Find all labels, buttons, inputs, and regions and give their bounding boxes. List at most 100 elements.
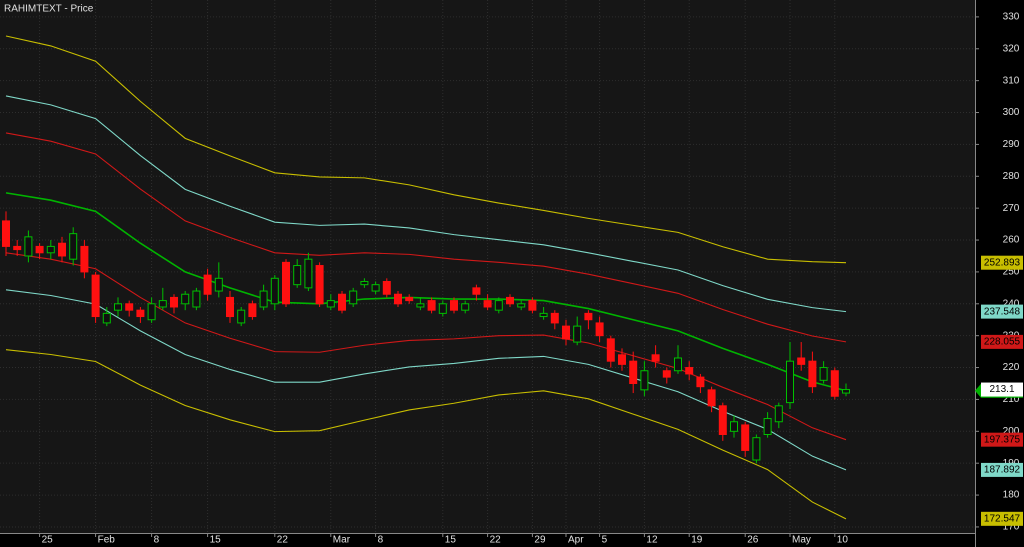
candle-body <box>394 293 402 305</box>
candle-body <box>438 303 447 314</box>
x-tick-label: 8 <box>154 535 160 546</box>
candle-body <box>450 300 458 311</box>
y-tick-label: 220 <box>1003 362 1020 373</box>
chart-title: RAHIMTEXT - Price <box>4 4 94 15</box>
y-tick-label: 260 <box>1003 235 1020 246</box>
candle-body <box>730 421 738 432</box>
candle-body <box>349 290 358 305</box>
candle-body <box>125 303 134 311</box>
x-tick-label: 12 <box>646 535 658 546</box>
y-tick-label: 240 <box>1003 298 1020 309</box>
candle-body <box>304 258 313 289</box>
candle-body <box>674 357 682 372</box>
band-line <box>5 289 847 471</box>
candle-body <box>584 312 593 321</box>
value-label: 172.547 <box>984 513 1021 524</box>
value-pointer <box>975 383 981 398</box>
y-tick-label: 280 <box>1003 171 1020 182</box>
candle-body <box>550 312 559 324</box>
x-tick-label: 22 <box>490 535 502 546</box>
candle-body <box>405 296 414 302</box>
candle-body <box>416 303 425 308</box>
candle-body <box>13 245 22 251</box>
y-tick-label: 250 <box>1003 267 1020 278</box>
candle-body <box>685 367 694 375</box>
candle-body <box>808 360 817 388</box>
candle-body <box>91 274 100 318</box>
candle-body <box>752 437 761 461</box>
candle-body <box>181 293 190 305</box>
candle-body <box>774 405 783 423</box>
y-tick-label: 210 <box>1003 394 1020 405</box>
candle-body <box>517 303 526 308</box>
band-line <box>5 349 847 520</box>
value-label: 237.548 <box>984 306 1021 317</box>
candle-body <box>35 245 44 254</box>
y-tick-label: 330 <box>1003 12 1020 23</box>
candle-body <box>472 287 481 295</box>
candle-body <box>741 424 750 451</box>
candle-body <box>371 284 380 292</box>
value-label: 213.1 <box>989 384 1014 395</box>
grid <box>0 0 975 533</box>
candle-body <box>282 261 290 305</box>
x-tick-label: 26 <box>747 535 759 546</box>
band-line <box>5 252 847 441</box>
x-tick-label: Feb <box>98 535 116 546</box>
candle-body <box>80 245 89 273</box>
candle-body <box>573 325 582 343</box>
x-tick-label: 22 <box>277 535 289 546</box>
x-tick-label: 15 <box>210 535 222 546</box>
candle-body <box>629 360 638 384</box>
band-line <box>5 35 847 264</box>
candle-body <box>360 280 369 286</box>
value-box <box>981 432 1023 447</box>
candle-body <box>483 300 492 308</box>
candle-body <box>707 389 716 407</box>
band-line <box>5 132 847 343</box>
y-tick-label: 180 <box>1003 490 1020 501</box>
candles <box>2 211 850 464</box>
candle-body <box>763 418 772 435</box>
candle-body <box>842 389 850 394</box>
y-tick-label: 170 <box>1003 522 1020 533</box>
candle-body <box>819 367 828 381</box>
value-box <box>981 304 1023 319</box>
x-tick-label: 19 <box>691 535 703 546</box>
candle-body <box>797 357 806 365</box>
y-tick-label: 320 <box>1003 43 1020 54</box>
candle-body <box>114 303 122 311</box>
value-box <box>981 382 1023 397</box>
candle-body <box>651 354 660 362</box>
candle-body <box>2 220 10 247</box>
value-box <box>981 255 1023 270</box>
x-tick-label: 25 <box>42 535 54 546</box>
candle-body <box>259 290 268 308</box>
y-tick-label: 290 <box>1003 139 1020 150</box>
value-box <box>981 511 1023 526</box>
candle-body <box>69 233 78 260</box>
value-box <box>981 334 1023 349</box>
candle-body <box>662 370 671 378</box>
value-box <box>981 462 1023 477</box>
x-tick-label: May <box>792 535 811 546</box>
y-tick-label: 300 <box>1003 107 1020 118</box>
candle-body <box>24 236 33 257</box>
candle-body <box>293 265 302 286</box>
candle-body <box>170 296 178 308</box>
candle-body <box>562 325 570 340</box>
candle-body <box>226 296 234 318</box>
candle-body <box>315 265 324 305</box>
candle-body <box>102 312 111 324</box>
value-label: 252.893 <box>984 257 1021 268</box>
candle-body <box>461 303 470 311</box>
candle-body <box>58 242 66 257</box>
bands <box>5 35 847 520</box>
x-tick-label: 10 <box>837 535 849 546</box>
candle-body <box>214 277 223 292</box>
x-tick-label: Apr <box>568 535 584 546</box>
candle-body <box>203 274 212 295</box>
candle-body <box>270 277 279 305</box>
candle-body <box>606 338 615 362</box>
